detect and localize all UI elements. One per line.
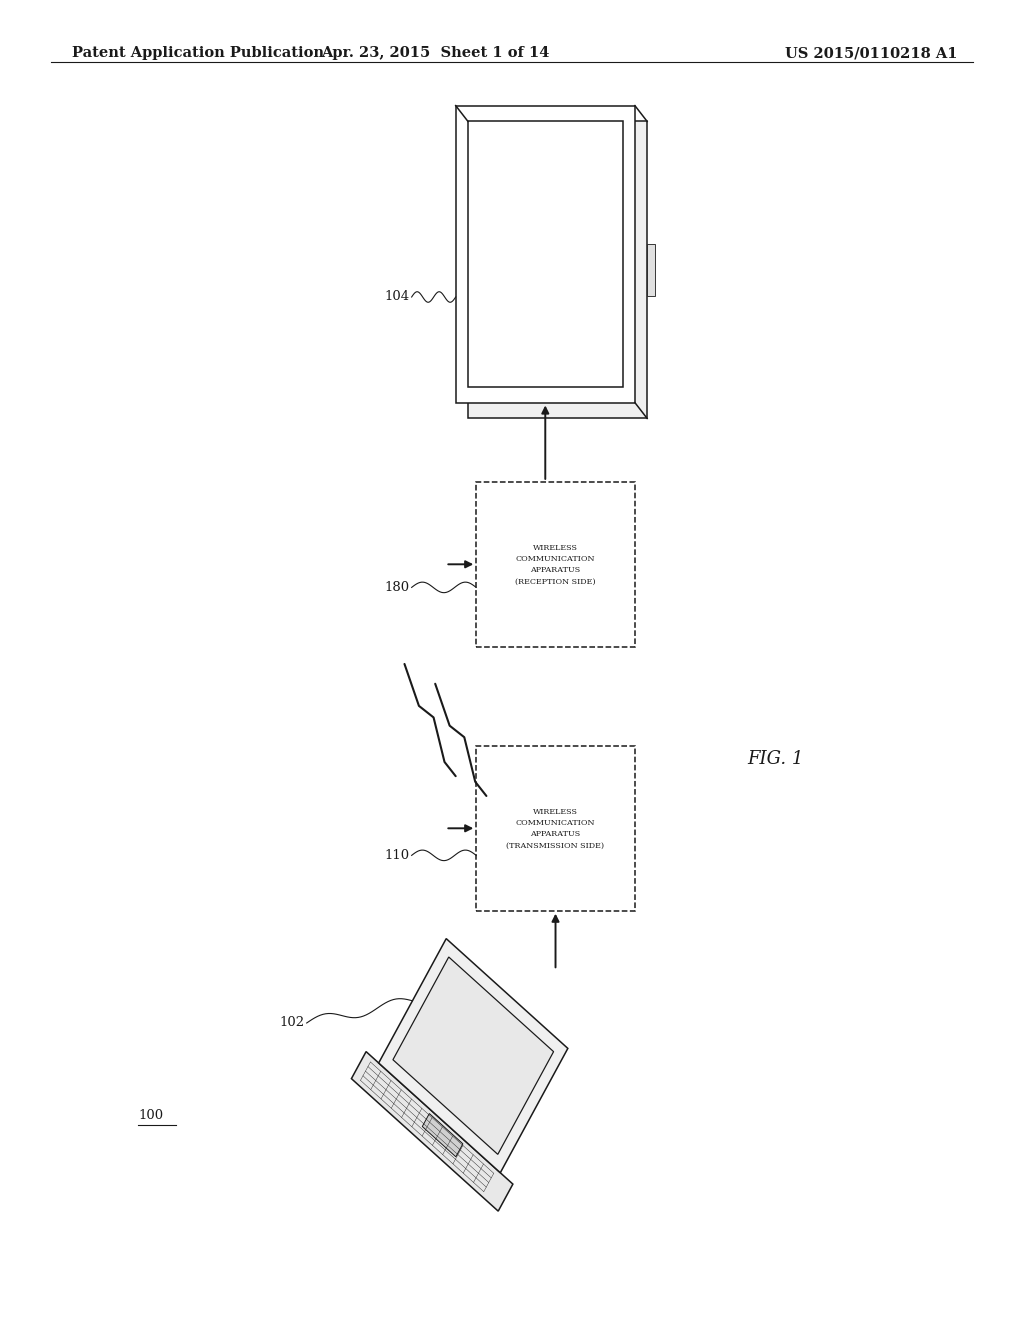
Text: 104: 104	[384, 290, 410, 304]
Bar	[468, 121, 623, 387]
Bar	[456, 106, 635, 403]
Bar	[647, 243, 655, 297]
Text: WIRELESS
COMMUNICATION
APPARATUS
(TRANSMISSION SIDE): WIRELESS COMMUNICATION APPARATUS (TRANSM…	[507, 808, 604, 850]
Polygon shape	[351, 1052, 513, 1212]
Text: US 2015/0110218 A1: US 2015/0110218 A1	[785, 46, 957, 61]
Bar	[468, 121, 647, 418]
Polygon shape	[393, 957, 554, 1155]
Text: 180: 180	[384, 581, 410, 594]
Polygon shape	[422, 1114, 463, 1156]
Text: Apr. 23, 2015  Sheet 1 of 14: Apr. 23, 2015 Sheet 1 of 14	[321, 46, 550, 61]
Text: Patent Application Publication: Patent Application Publication	[72, 46, 324, 61]
Text: WIRELESS
COMMUNICATION
APPARATUS
(RECEPTION SIDE): WIRELESS COMMUNICATION APPARATUS (RECEPT…	[515, 544, 596, 586]
Text: 100: 100	[138, 1109, 164, 1122]
Polygon shape	[379, 939, 568, 1172]
Bar	[476, 482, 635, 647]
Text: 110: 110	[384, 849, 410, 862]
Text: FIG. 1: FIG. 1	[748, 750, 804, 768]
Text: 102: 102	[280, 1016, 305, 1030]
Bar	[476, 746, 635, 911]
